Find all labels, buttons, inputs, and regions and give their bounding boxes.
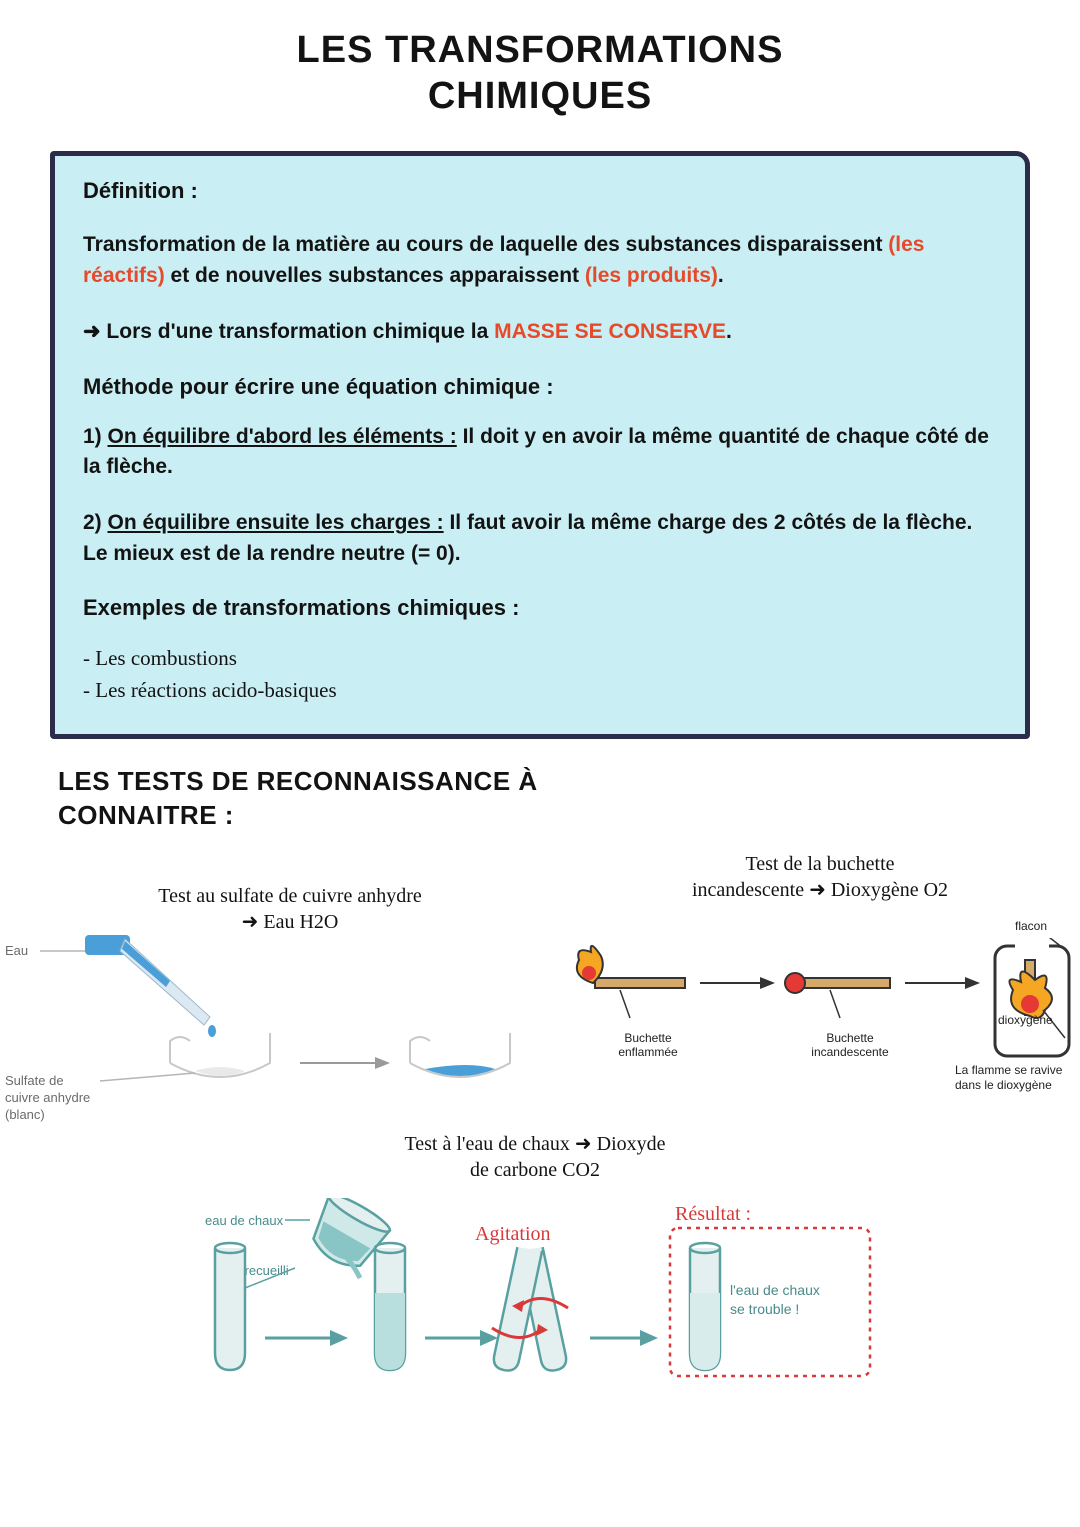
bi1: Buchette: [826, 1031, 873, 1045]
dot: .: [726, 320, 732, 343]
rv2: dans le dioxygène: [955, 1078, 1052, 1092]
def-text: Transformation de la matière au cours de…: [83, 233, 888, 256]
t2l2: incandescente ➜ Dioxygène O2: [692, 879, 948, 901]
tests-section-title: LES TESTS DE RECONNAISSANCE À CONNAITRE …: [58, 765, 578, 833]
test1-diagram-icon: [30, 933, 540, 1113]
def-produits: (les produits): [585, 264, 718, 287]
test1-title: Test au sulfate de cuivre anhydre ➜ Eau …: [100, 883, 480, 935]
be2: enflammée: [618, 1045, 677, 1059]
test3-title: Test à l'eau de chaux ➜ Dioxyde de carbo…: [320, 1131, 750, 1183]
example-2: - Les réactions acido-basiques: [83, 675, 997, 707]
test2-title: Test de la buchette incandescente ➜ Diox…: [580, 851, 1060, 903]
method-step2: 2) On équilibre ensuite les charges : Il…: [83, 508, 997, 569]
label-buchette-enfl: Buchette enflammée: [608, 1031, 688, 1059]
label-buchette-inc: Buchette incandescente: [800, 1031, 900, 1059]
t3l2: de carbone CO2: [470, 1159, 600, 1181]
rv1: La flamme se ravive: [955, 1063, 1062, 1077]
def-text2: et de nouvelles substances apparaissent: [165, 264, 585, 287]
s1-num: 1): [83, 425, 108, 448]
t1l2: ➜ Eau H2O: [242, 911, 339, 933]
method-heading: Méthode pour écrire une équation chimiqu…: [83, 374, 997, 400]
definition-paragraph: Transformation de la matière au cours de…: [83, 230, 997, 291]
title-line1: LES TRANSFORMATIONS: [0, 28, 1080, 74]
be1: Buchette: [624, 1031, 671, 1045]
s2-num: 2): [83, 511, 108, 534]
test3-diagram-icon: [180, 1198, 880, 1388]
label-eau: Eau: [5, 943, 28, 958]
page-title: LES TRANSFORMATIONS CHIMIQUES: [0, 0, 1080, 119]
label-ravive: La flamme se ravive dans le dioxygène: [955, 1063, 1062, 1094]
masse-conserve: MASSE SE CONSERVE: [494, 320, 726, 343]
mass-conservation: ➜ Lors d'une transformation chimique la …: [83, 317, 997, 347]
definition-heading: Définition :: [83, 178, 997, 204]
label-dioxygene: dioxygène: [998, 1013, 1053, 1027]
bi2: incandescente: [811, 1045, 888, 1059]
arrow-text: ➜ Lors d'une transformation chimique la: [83, 320, 494, 343]
method-step1: 1) On équilibre d'abord les éléments : I…: [83, 422, 997, 483]
s1-u: On équilibre d'abord les éléments :: [108, 425, 457, 448]
def-dot: .: [718, 264, 724, 287]
s2-u: On équilibre ensuite les charges :: [108, 511, 444, 534]
example-1: - Les combustions: [83, 643, 997, 675]
t1l1: Test au sulfate de cuivre anhydre: [158, 885, 422, 907]
label-flacon: flacon: [1015, 919, 1047, 933]
t2l1: Test de la buchette: [745, 853, 894, 875]
title-line2: CHIMIQUES: [0, 74, 1080, 120]
t3l1: Test à l'eau de chaux ➜ Dioxyde: [404, 1133, 665, 1155]
examples-heading: Exemples de transformations chimiques :: [83, 595, 997, 621]
definition-box: Définition : Transformation de la matièr…: [50, 151, 1030, 739]
tests-diagrams: Test au sulfate de cuivre anhydre ➜ Eau …: [10, 843, 1070, 1403]
